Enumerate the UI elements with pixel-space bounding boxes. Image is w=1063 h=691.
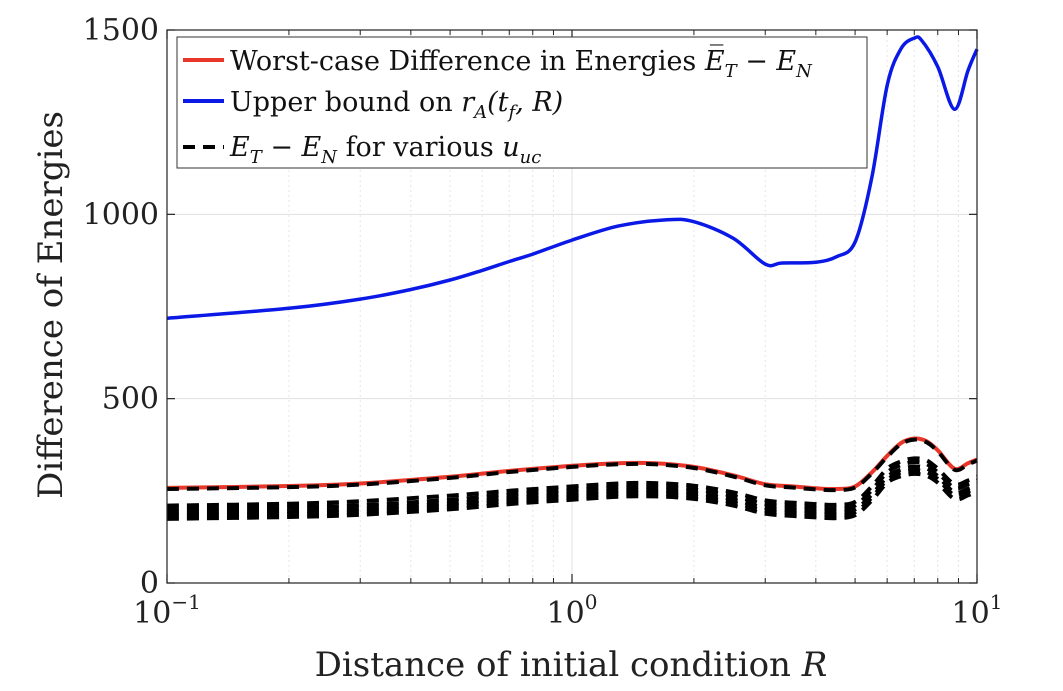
y-tick-label: 1500	[83, 13, 159, 48]
legend-box	[176, 36, 868, 169]
x-tick-label: 101	[952, 590, 1003, 631]
legend-various-lead-math: E	[229, 132, 250, 163]
legend-upper-bound-sub: A	[472, 102, 487, 123]
x-axis-label-var: R	[801, 645, 828, 685]
y-tick-label: 1000	[83, 197, 159, 232]
legend-entry-various: ET − EN for various uuc	[229, 132, 541, 168]
series-line-various-4	[166, 464, 978, 515]
legend-worst-case-text: Worst-case Difference in Energies	[230, 46, 705, 77]
legend-upper-bound-text: Upper bound on	[230, 87, 461, 118]
legend-various-lead-rest: − E	[262, 132, 322, 163]
y-tick-label: 500	[102, 382, 159, 417]
legend-various-lead-sub: T	[250, 147, 264, 168]
legend-worst-case-sub2: N	[795, 61, 813, 82]
ticks: 0 500 1000 1500 10−1 100 101	[83, 13, 1003, 631]
x-axis-label-text: Distance of initial condition	[315, 645, 802, 685]
legend-worst-case-rest: − E	[737, 46, 797, 77]
legend-worst-case-math: E̅	[704, 44, 725, 77]
legend-upper-bound-math: r	[461, 87, 476, 118]
legend-upper-bound-rest: (t	[487, 87, 509, 118]
series-line-various-6	[166, 471, 978, 521]
x-axis-label: Distance of initial condition R	[315, 645, 828, 685]
series-line-various-1	[166, 437, 978, 493]
legend-upper-bound-tail: , R)	[515, 87, 563, 118]
series-line-various-5	[166, 468, 978, 518]
series-line-upper-bound	[166, 35, 979, 321]
y-tick-label: 0	[140, 566, 159, 601]
x-tick-label: 10−1	[133, 590, 201, 631]
series-line-various-2	[166, 456, 978, 508]
legend: Worst-case Difference in Energies E̅T − …	[176, 36, 868, 169]
legend-various-lead-sub2: N	[320, 147, 338, 168]
legend-various-text: for various	[337, 132, 502, 163]
y-axis-label: Difference of Energies	[31, 111, 71, 499]
legend-various-trail-math: u	[502, 132, 519, 163]
legend-entry-upper-bound: Upper bound on rA(tf, R)	[230, 87, 563, 123]
legend-various-trail-sub: uc	[520, 147, 542, 168]
legend-worst-case-sub: T	[725, 61, 739, 82]
series-group	[166, 35, 979, 521]
series-line-various-3	[166, 460, 978, 512]
x-tick-label: 100	[547, 590, 598, 631]
legend-entry-worst-case: Worst-case Difference in Energies E̅T − …	[230, 44, 813, 82]
